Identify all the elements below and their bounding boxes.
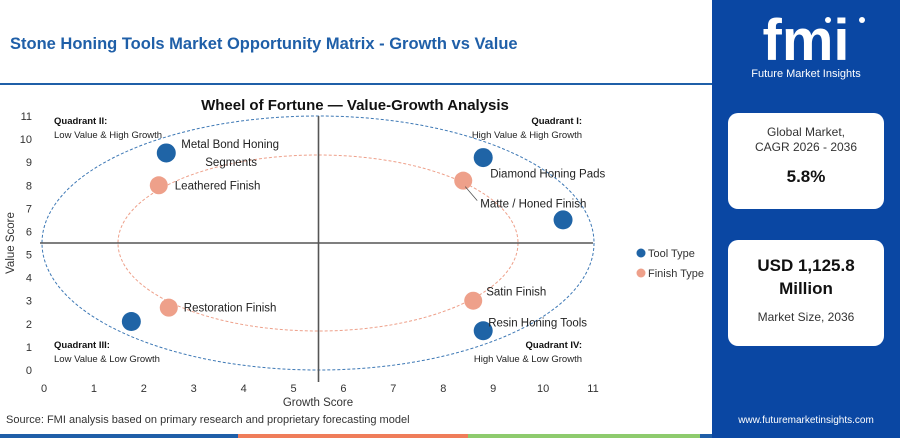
logo-figure-icon bbox=[859, 17, 865, 23]
x-tick-label: 4 bbox=[241, 383, 247, 395]
data-point[interactable] bbox=[159, 298, 178, 317]
quadrant-subtitle: Low Value & Low Growth bbox=[54, 354, 160, 365]
y-tick-label: 1 bbox=[26, 342, 32, 354]
data-point[interactable] bbox=[473, 321, 493, 341]
y-axis-label: Value Score bbox=[5, 212, 17, 274]
data-point[interactable] bbox=[156, 143, 176, 163]
quadrant-title: Quadrant III: bbox=[54, 340, 110, 351]
x-tick-label: 10 bbox=[537, 383, 549, 395]
x-tick-label: 0 bbox=[41, 383, 47, 395]
y-tick-label: 11 bbox=[21, 111, 32, 123]
data-point[interactable] bbox=[454, 171, 473, 190]
data-point[interactable] bbox=[473, 148, 493, 168]
x-axis-label: Growth Score bbox=[283, 397, 353, 409]
market-size-label: Market Size, 2036 bbox=[757, 310, 855, 324]
y-tick-label: 4 bbox=[26, 273, 32, 285]
data-point[interactable] bbox=[149, 176, 168, 195]
quadrant-title: Quadrant IV: bbox=[526, 340, 582, 351]
x-tick-label: 1 bbox=[91, 383, 97, 395]
footer-stripe-segment bbox=[238, 434, 468, 438]
y-tick-label: 8 bbox=[26, 180, 32, 192]
brand-name: Future Market Insights bbox=[751, 68, 861, 80]
legend: Tool Type Finish Type bbox=[636, 248, 704, 280]
logo-wordmark: fmi bbox=[763, 8, 850, 73]
legend-swatch-tool bbox=[636, 248, 646, 258]
fmi-logo: fmi bbox=[763, 8, 865, 73]
y-tick-label: 2 bbox=[26, 319, 32, 331]
x-tick-label: 9 bbox=[490, 383, 496, 395]
point-label: Resin Honing Tools bbox=[488, 318, 587, 330]
quadrant-title: Quadrant II: bbox=[54, 116, 107, 127]
x-tick-label: 8 bbox=[440, 383, 446, 395]
cagr-label-line1: Global Market, bbox=[766, 125, 846, 139]
point-label: Diamond Honing Pads bbox=[490, 169, 605, 181]
website-link[interactable]: www.futuremarketinsights.com bbox=[738, 415, 874, 426]
chart-title: Wheel of Fortune — Value-Growth Analysis bbox=[201, 97, 509, 114]
footer-stripe-segment bbox=[700, 434, 712, 438]
y-tick-label: 7 bbox=[26, 203, 32, 215]
point-label: Restoration Finish bbox=[184, 303, 277, 315]
header-title: Stone Honing Tools Market Opportunity Ma… bbox=[10, 35, 518, 53]
data-point[interactable] bbox=[121, 312, 141, 332]
point-label: Matte / Honed Finish bbox=[480, 199, 586, 211]
label-leader-line bbox=[464, 186, 478, 201]
y-tick-label: 10 bbox=[20, 134, 32, 146]
y-tick-label: 9 bbox=[26, 157, 32, 169]
y-tick-label: 3 bbox=[26, 296, 32, 308]
market-size-value-line2: Million bbox=[779, 279, 833, 298]
quadrant-subtitle: High Value & Low Growth bbox=[474, 354, 582, 365]
x-tick-label: 5 bbox=[290, 383, 296, 395]
y-tick-label: 5 bbox=[26, 250, 32, 262]
point-label: Leathered Finish bbox=[175, 180, 261, 192]
x-tick-label: 6 bbox=[340, 383, 346, 395]
x-tick-label: 7 bbox=[390, 383, 396, 395]
x-tick-label: 3 bbox=[191, 383, 197, 395]
point-label: Segments bbox=[205, 157, 257, 169]
market-size-value-line1: USD 1,125.8 bbox=[757, 256, 855, 275]
header-rule bbox=[0, 83, 712, 85]
data-point[interactable] bbox=[464, 291, 483, 310]
point-label: Satin Finish bbox=[486, 287, 546, 299]
data-point[interactable] bbox=[553, 210, 573, 230]
footer-stripe-segment bbox=[468, 434, 700, 438]
cagr-label-line2: CAGR 2026 - 2036 bbox=[754, 140, 858, 154]
opportunity-matrix-chart: Wheel of Fortune — Value-Growth Analysis… bbox=[5, 97, 704, 409]
legend-swatch-finish bbox=[636, 268, 646, 278]
quadrant-subtitle: Low Value & High Growth bbox=[54, 130, 162, 141]
quadrant-subtitle: High Value & High Growth bbox=[472, 130, 582, 141]
legend-label-finish: Finish Type bbox=[648, 268, 704, 280]
logo-figure-icon-2 bbox=[825, 17, 831, 23]
footer-stripe-segment bbox=[0, 434, 238, 438]
y-tick-label: 0 bbox=[26, 365, 32, 377]
source-note: Source: FMI analysis based on primary re… bbox=[6, 414, 410, 426]
point-label: Metal Bond Honing bbox=[181, 139, 279, 151]
market-size-card: USD 1,125.8 Million Market Size, 2036 bbox=[728, 240, 884, 346]
x-tick-label: 2 bbox=[141, 383, 147, 395]
legend-label-tool: Tool Type bbox=[648, 248, 695, 260]
x-tick-label: 11 bbox=[587, 383, 598, 395]
sidebar: fmi Future Market Insights Global Market… bbox=[712, 0, 900, 438]
cagr-value: 5.8% bbox=[786, 167, 826, 186]
cagr-card: Global Market, CAGR 2026 - 2036 5.8% bbox=[728, 113, 884, 209]
y-tick-label: 6 bbox=[26, 226, 32, 238]
quadrant-title: Quadrant I: bbox=[531, 116, 582, 127]
